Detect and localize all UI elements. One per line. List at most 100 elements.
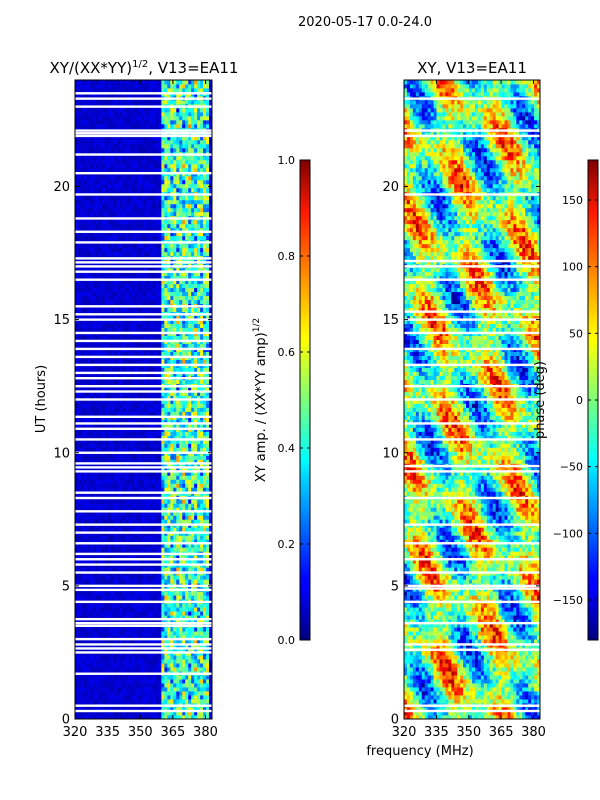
left-y-tick-label: 15 <box>53 313 70 328</box>
left-flagged-row <box>75 672 212 675</box>
left-flagged-row <box>75 257 212 260</box>
left-flagged-row <box>75 491 212 494</box>
right-flagged-row <box>404 704 540 707</box>
figure-title: 2020-05-17 0.0-24.0 <box>298 15 432 30</box>
right-flagged-row <box>404 347 540 351</box>
left-flagged-row <box>75 637 212 641</box>
left-flagged-row <box>75 600 212 604</box>
right-flagged-row <box>404 643 540 646</box>
left-flagged-row <box>75 552 212 556</box>
left-flagged-row <box>75 230 212 233</box>
left-flagged-row <box>75 496 212 500</box>
right-flagged-row <box>404 523 540 526</box>
left-flagged-row <box>75 584 212 588</box>
left-y-tick-label: 0 <box>62 713 70 728</box>
left-colorbar-tick-label: 0.6 <box>278 346 296 359</box>
left-flagged-row <box>75 377 212 380</box>
left-flagged-row <box>75 398 212 401</box>
left-flagged-row <box>75 462 212 465</box>
left-flagged-row <box>75 318 212 321</box>
right-x-tick-label: 365 <box>489 725 514 740</box>
left-x-tick-label: 320 <box>63 725 88 740</box>
left-flagged-row <box>75 427 212 430</box>
right-colorbar-tick-label: 100 <box>562 261 583 274</box>
right-flagged-row <box>404 398 540 401</box>
left-flagged-row <box>75 531 212 534</box>
left-colorbar <box>299 159 311 641</box>
right-y-tick-label: 15 <box>382 313 399 328</box>
left-x-tick-label: 365 <box>160 725 185 740</box>
left-y-axis: 0 5 10 15 20 <box>53 180 212 728</box>
right-colorbar-tick-label: 50 <box>569 327 583 340</box>
left-flagged-row <box>75 624 212 628</box>
right-panel-title: XY, V13=EA11 <box>417 59 527 77</box>
left-flagged-row <box>75 617 212 621</box>
left-flagged-row <box>75 355 212 359</box>
left-flagged-row <box>75 313 212 316</box>
right-flagged-row <box>404 496 540 500</box>
left-flagged-row <box>75 132 212 135</box>
left-x-tick-label: 350 <box>128 725 153 740</box>
left-y-axis-label: UT (hours) <box>34 365 49 433</box>
right-flagged-row <box>404 384 540 388</box>
left-flagged-row <box>75 390 212 393</box>
left-flagged-row <box>75 384 212 388</box>
right-colorbar-tick-label: −100 <box>553 527 583 540</box>
left-flagged-row <box>75 438 212 441</box>
left-flagged-row <box>75 217 212 220</box>
left-flagged-row <box>75 261 212 264</box>
left-flagged-row <box>75 97 212 100</box>
left-flagged-row <box>75 193 212 196</box>
left-flagged-row <box>75 331 212 335</box>
left-flagged-row <box>75 129 212 132</box>
left-flagged-row <box>75 588 212 592</box>
right-x-tick-label: 335 <box>424 725 449 740</box>
right-colorbar-tick-label: 0 <box>576 394 583 407</box>
right-flagged-row <box>404 259 540 263</box>
left-flagged-row <box>75 571 212 574</box>
left-flagged-row <box>75 153 212 156</box>
left-flagged-row <box>75 558 212 561</box>
right-flagged-row <box>404 422 540 425</box>
left-flagged-row <box>75 270 212 273</box>
left-y-tick-label: 5 <box>62 579 70 594</box>
right-y-tick-label: 20 <box>382 180 399 195</box>
left-flagged-row <box>75 643 212 646</box>
right-y-tick-label: 10 <box>382 446 399 461</box>
left-flagged-row <box>75 92 212 95</box>
right-flagged-row <box>404 265 540 268</box>
right-flagged-row <box>404 464 540 468</box>
right-heatmap <box>404 80 541 720</box>
left-flagged-row <box>75 621 212 625</box>
x-axis-label: frequency (MHz) <box>366 744 473 759</box>
left-flagged-row <box>75 371 212 375</box>
left-flagged-row <box>75 363 212 367</box>
right-flagged-row <box>404 542 540 545</box>
right-colorbar-tick-label: −150 <box>553 594 583 607</box>
left-panel-title: XY/(XX*YY)1/2, V13=EA11 <box>50 59 239 77</box>
right-flagged-row <box>404 278 540 281</box>
left-flagged-row <box>75 339 212 343</box>
left-y-tick-label: 10 <box>53 446 70 461</box>
left-x-axis: 320 335 350 365 380 <box>63 80 218 740</box>
right-y-tick-label: 0 <box>391 713 399 728</box>
right-y-axis: 0 5 10 15 20 <box>382 180 540 728</box>
left-y-tick-label: 20 <box>53 180 70 195</box>
left-flagged-row <box>75 709 212 713</box>
right-flagged-row <box>404 600 540 604</box>
left-flagged-row <box>75 278 212 281</box>
right-x-tick-label: 380 <box>521 725 546 740</box>
right-flagged-row <box>404 621 540 625</box>
right-x-tick-label: 350 <box>456 725 481 740</box>
right-flagged-row <box>404 134 540 138</box>
left-flagged-row <box>75 647 212 650</box>
left-colorbar-tick-label: 0.8 <box>278 250 296 263</box>
left-colorbar-tick-label: 0.2 <box>278 538 296 551</box>
right-flagged-row <box>404 587 540 590</box>
left-flagged-row <box>75 265 212 268</box>
left-flagged-row <box>75 415 212 419</box>
left-flagged-row <box>75 171 212 175</box>
right-flagged-row <box>404 310 540 313</box>
left-flagged-row <box>75 347 212 351</box>
right-flagged-row <box>404 193 540 196</box>
